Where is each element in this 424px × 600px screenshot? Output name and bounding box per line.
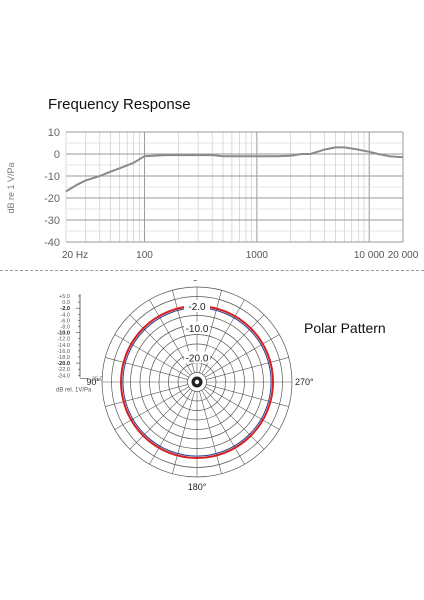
polar-spoke	[206, 384, 289, 407]
scale-label: -22.0	[57, 367, 70, 373]
y-tick-label: 0	[54, 149, 60, 161]
frequency-response-title: Frequency Response	[48, 96, 191, 113]
polar-pattern-chart: +5.00.0-2.0-4.0-6.0-8.0-10.0-12.0-14.0-1…	[56, 280, 314, 492]
scale-label: -18.0	[57, 355, 70, 361]
polar-spoke	[129, 388, 191, 450]
angle-label: 270°	[295, 377, 314, 387]
y-tick-label: -30	[44, 215, 60, 227]
scale-label: -6.0	[60, 318, 70, 324]
y-tick-label: 10	[48, 127, 60, 139]
scale-label: -16.0	[57, 349, 70, 355]
y-tick-labels: 10 0 -10 -20 -30 -40	[44, 127, 60, 249]
polar-labels: -2.0 -10.0 -20.0 0° 90° 180° 270°	[86, 280, 314, 492]
angle-label: 0°	[193, 280, 202, 283]
ring-label: -10.0	[186, 324, 209, 335]
scale-label: -14.0	[57, 343, 70, 349]
polar-spoke	[199, 391, 222, 474]
x-tick-labels: 20 Hz 100 1000 10 000 20 000	[62, 250, 419, 260]
ring-label: -2.0	[188, 302, 206, 313]
ring-label: -20.0	[186, 353, 209, 364]
scale-label: -10.0	[57, 331, 70, 337]
scale-label: -4.0	[60, 312, 70, 318]
polar-spoke	[203, 388, 265, 450]
polar-spoke	[205, 386, 280, 430]
x-tick-label: 20 Hz	[62, 250, 88, 260]
x-tick-label: 1000	[246, 250, 269, 260]
polar-spoke	[149, 390, 193, 465]
polar-spoke	[105, 384, 188, 407]
polar-spoke	[114, 386, 189, 430]
y-tick-label: -10	[44, 171, 60, 183]
polar-grid	[101, 286, 293, 478]
x-tick-label: 100	[136, 250, 153, 260]
ring-label-bg	[184, 321, 210, 334]
polar-center-dot	[194, 379, 200, 385]
x-tick-label: 20 000	[388, 250, 419, 260]
angle-label: 90°	[86, 377, 100, 387]
polar-spoke	[114, 334, 189, 378]
scale-label: -8.0	[60, 325, 70, 331]
scale-label: 0.0	[62, 300, 70, 306]
ring-label-bg	[184, 300, 210, 312]
scale-label: -2.0	[60, 306, 70, 312]
scale-unit-label: dB rel. 1V/Pa	[56, 387, 92, 393]
polar-spoke	[205, 334, 280, 378]
polar-pattern-title: Polar Pattern	[304, 320, 386, 336]
scale-label: -24.0	[57, 373, 70, 379]
polar-spoke	[203, 314, 265, 376]
angle-label: 180°	[188, 482, 207, 492]
scale-label: +5.0	[59, 294, 70, 300]
y-axis-label: dB re 1 V/Pa	[6, 162, 16, 213]
polar-spoke	[105, 357, 188, 380]
scale-label: -12.0	[57, 337, 70, 343]
polar-spoke	[129, 314, 191, 376]
y-tick-label: -40	[44, 237, 60, 249]
frequency-grid	[65, 131, 404, 243]
section-divider	[0, 270, 424, 271]
response-curve-line	[65, 146, 404, 193]
frequency-response-chart: 100-10-20-30-40 20 Hz 100 1000 10 000 20 000…	[6, 127, 419, 260]
ring-label-bg	[184, 351, 210, 364]
frequency-curve	[65, 146, 404, 193]
scale-label: -25.0	[90, 376, 103, 382]
polar-spoke	[206, 357, 289, 380]
db-scale-legend: +5.00.0-2.0-4.0-6.0-8.0-10.0-12.0-14.0-1…	[56, 294, 103, 393]
scale-label: -20.0	[57, 361, 70, 367]
x-tick-label: 10 000	[354, 250, 385, 260]
polar-spoke	[201, 390, 245, 465]
y-tick-label: -20	[44, 193, 60, 205]
polar-spoke	[172, 391, 195, 474]
